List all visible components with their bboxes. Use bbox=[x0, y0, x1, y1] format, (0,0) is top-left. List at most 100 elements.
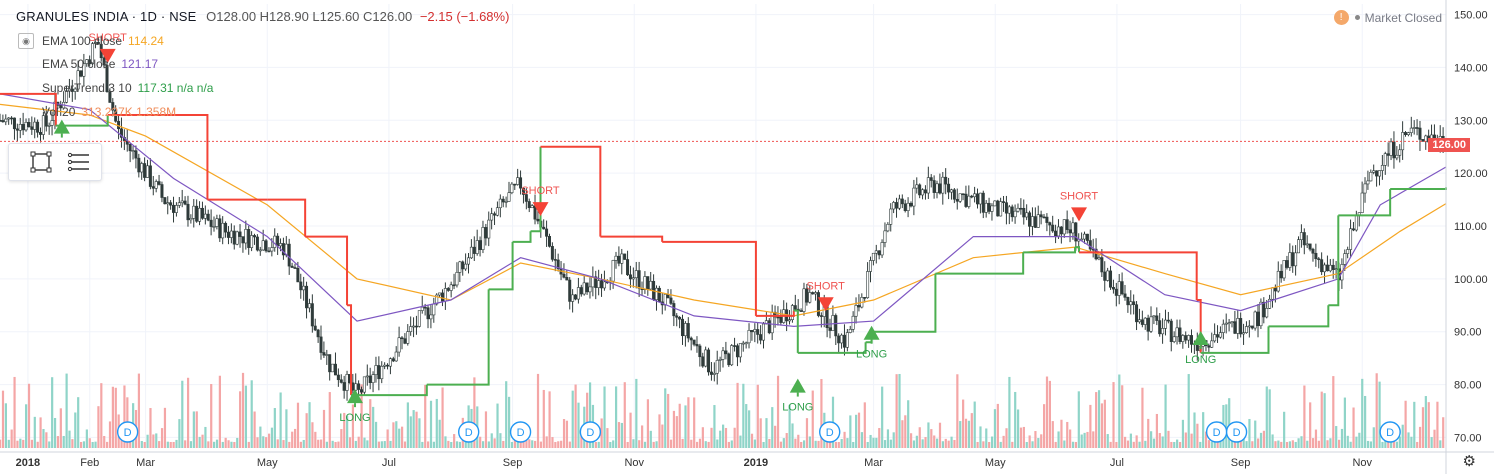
gear-icon[interactable]: ⚙ bbox=[1462, 453, 1476, 470]
volume-bar bbox=[189, 441, 193, 448]
volume-bar bbox=[155, 433, 158, 448]
volume-bar bbox=[661, 424, 664, 448]
volume-bar bbox=[1135, 435, 1138, 448]
volume-bar bbox=[768, 438, 771, 448]
candle-body bbox=[258, 249, 262, 252]
candle-body bbox=[394, 351, 398, 362]
volume-bar bbox=[1390, 441, 1393, 448]
indicator-supertrend[interactable]: SuperTrend 3 10 117.31 n/a n/a bbox=[42, 81, 213, 95]
menu-lines-icon[interactable] bbox=[67, 150, 91, 174]
candle-body bbox=[588, 286, 592, 293]
volume-bar bbox=[1326, 440, 1329, 448]
volume-bar bbox=[776, 375, 780, 448]
volume-bar bbox=[600, 418, 603, 448]
dividend-marker[interactable] bbox=[1379, 421, 1401, 443]
volume-bar bbox=[377, 441, 381, 448]
candle-body bbox=[530, 205, 534, 209]
volume-bar bbox=[641, 425, 644, 448]
volume-bar bbox=[560, 440, 563, 448]
long-arrow bbox=[53, 119, 70, 134]
dividend-marker[interactable] bbox=[509, 421, 532, 443]
volume-bar bbox=[909, 433, 913, 448]
volume-bar bbox=[1332, 376, 1335, 448]
candle-body bbox=[247, 229, 251, 248]
indicator-volume[interactable]: Vol 20 313.227K 1.358M bbox=[42, 105, 176, 119]
candle-body bbox=[1218, 332, 1222, 338]
time-axis[interactable]: 2018 Feb Mar May Jul Sep Nov 2019 Mar May Jul Sep No… bbox=[0, 451, 1494, 469]
candle-body bbox=[1323, 264, 1327, 273]
candle-body bbox=[313, 325, 317, 331]
volume-bar bbox=[386, 429, 389, 448]
volume-bar bbox=[169, 441, 172, 448]
candle-body bbox=[1383, 153, 1387, 166]
candle-body bbox=[1262, 301, 1266, 318]
long-arrow bbox=[789, 378, 806, 393]
volume-bar bbox=[236, 437, 239, 448]
indicator-ema50[interactable]: EMA 50 close 121.17 bbox=[42, 57, 158, 71]
indicator-ema100[interactable]: ◉ EMA 100 close 114.24 bbox=[18, 33, 164, 49]
candle-body bbox=[241, 236, 245, 244]
dividend-marker[interactable] bbox=[1225, 421, 1248, 443]
volume-bar bbox=[921, 439, 924, 448]
volume-bar bbox=[372, 406, 375, 448]
dividend-marker[interactable] bbox=[579, 421, 602, 443]
volume-bar bbox=[299, 441, 302, 448]
short-label: SHORT bbox=[521, 185, 560, 197]
candle-body bbox=[1363, 183, 1367, 194]
dividend-marker[interactable] bbox=[819, 421, 841, 443]
candle-body bbox=[24, 121, 28, 131]
volume-bar bbox=[331, 440, 334, 448]
rectangle-tool-icon[interactable] bbox=[29, 150, 53, 174]
candle-body bbox=[180, 200, 184, 204]
candle-body bbox=[1123, 293, 1127, 298]
candle-body bbox=[981, 192, 985, 213]
indicator-value: 117.31 n/a n/a bbox=[137, 81, 214, 95]
dividend-marker[interactable] bbox=[458, 421, 480, 443]
candle-body bbox=[1406, 132, 1410, 135]
volume-bar bbox=[322, 409, 326, 448]
candle-body bbox=[1129, 301, 1133, 306]
eye-icon[interactable]: ◉ bbox=[18, 33, 34, 49]
volume-bar bbox=[988, 441, 991, 448]
volume-bar bbox=[1031, 441, 1034, 448]
candle-body bbox=[727, 353, 731, 366]
volume-bar bbox=[736, 382, 739, 448]
price-axis[interactable]: 150.00 140.00 130.00 120.00 110.00 100.00 90.0… bbox=[1445, 0, 1488, 474]
candle-body bbox=[1074, 222, 1078, 242]
volume-bar bbox=[866, 441, 869, 448]
volume-bar bbox=[855, 414, 858, 448]
candle-body bbox=[944, 176, 948, 185]
volume-bar bbox=[620, 422, 623, 448]
short-arrow bbox=[817, 297, 834, 312]
dividend-marker[interactable] bbox=[116, 421, 139, 443]
symbol-title[interactable]: GRANULES INDIA · 1D · NSE bbox=[16, 9, 197, 24]
volume-bar bbox=[1228, 398, 1231, 448]
candle-body bbox=[232, 230, 236, 245]
supertrend-segment bbox=[0, 92, 57, 126]
x-tick-label: Jul bbox=[1110, 457, 1124, 469]
candle-body bbox=[186, 203, 190, 221]
candle-body bbox=[626, 259, 630, 276]
symbol-header[interactable]: GRANULES INDIA · 1D · NSE O128.00 H128.9… bbox=[16, 9, 509, 24]
long-arrow bbox=[1192, 331, 1209, 345]
candle-body bbox=[868, 260, 872, 272]
candle-body bbox=[1083, 233, 1087, 240]
ema100-line bbox=[0, 103, 1447, 317]
volume-bar bbox=[892, 432, 895, 448]
short-label: SHORT bbox=[89, 32, 128, 44]
volume-bar bbox=[481, 441, 485, 448]
supertrend-segment bbox=[797, 342, 867, 354]
volume-bar bbox=[74, 412, 77, 448]
candle-body bbox=[478, 240, 482, 250]
volume-bar bbox=[655, 441, 658, 448]
candle-body bbox=[449, 284, 453, 291]
volume-bar bbox=[1103, 399, 1106, 448]
candle-body bbox=[1268, 298, 1272, 309]
volume-bar bbox=[727, 441, 730, 448]
volume-bar bbox=[1170, 441, 1173, 448]
volume-bar bbox=[802, 440, 806, 448]
candle-body bbox=[938, 183, 942, 194]
volume-bar bbox=[1095, 392, 1098, 448]
